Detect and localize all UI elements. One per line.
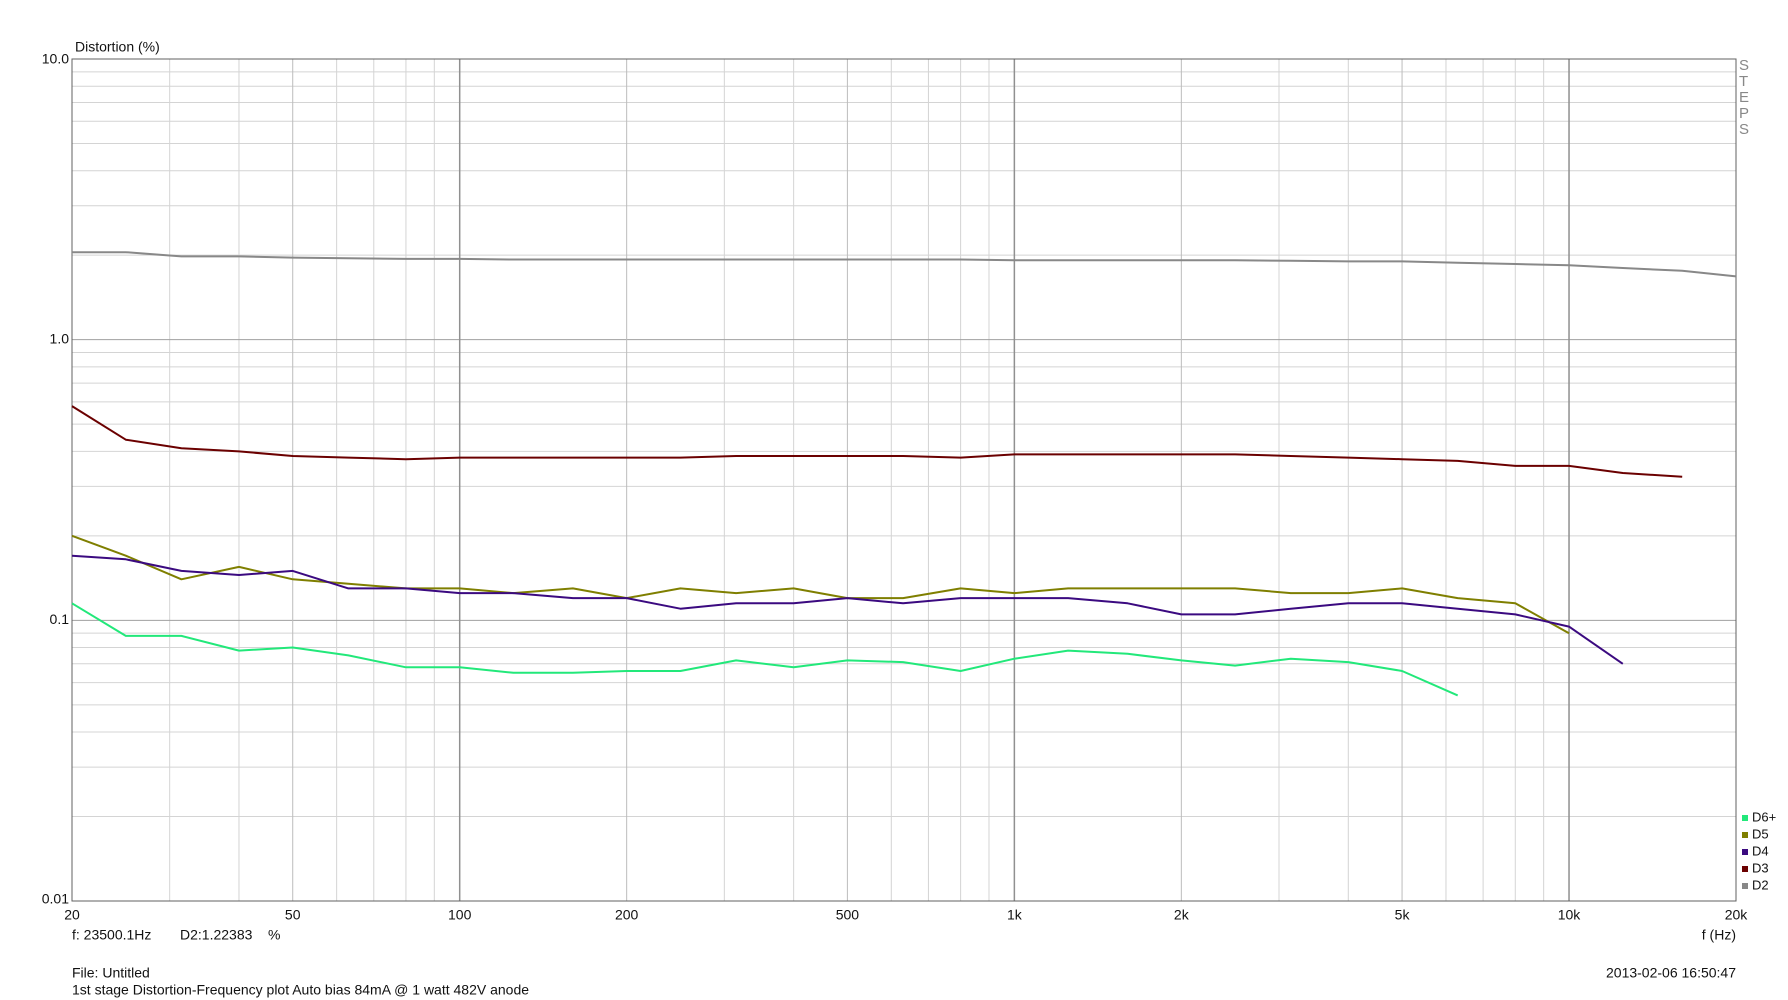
x-tick-label: 200 — [615, 907, 639, 923]
file-label: File: Untitled — [72, 965, 150, 981]
cursor-unit: % — [268, 927, 280, 943]
x-tick-label: 1k — [1007, 907, 1023, 923]
legend-label: D3 — [1752, 860, 1769, 875]
cursor-value: D2:1.22383 — [180, 927, 253, 943]
y-tick-label: 1.0 — [50, 330, 70, 346]
x-tick-label: 5k — [1395, 907, 1411, 923]
series-line — [71, 405, 1683, 478]
y-tick-label: 10.0 — [42, 51, 69, 67]
x-tick-label: 50 — [285, 907, 301, 923]
legend-label: D2 — [1752, 877, 1769, 892]
legend-swatch — [1742, 883, 1748, 889]
legend-swatch — [1742, 832, 1748, 838]
legend-swatch — [1742, 849, 1748, 855]
y-axis-label: Distortion (%) — [75, 39, 160, 55]
legend-label: D4 — [1752, 843, 1769, 858]
legend-label: D6+ — [1752, 809, 1776, 824]
cursor-frequency: f: 23500.1Hz — [72, 927, 151, 943]
legend-swatch — [1742, 815, 1748, 821]
x-tick-label: 100 — [448, 907, 472, 923]
legend-label: D5 — [1752, 826, 1769, 841]
x-tick-label: 10k — [1558, 907, 1582, 923]
x-tick-label: 500 — [836, 907, 860, 923]
series-line — [72, 251, 1737, 278]
x-tick-label: 2k — [1174, 907, 1190, 923]
description: 1st stage Distortion-Frequency plot Auto… — [72, 982, 529, 998]
timestamp: 2013-02-06 16:50:47 — [1606, 965, 1736, 981]
series-line — [71, 554, 1624, 665]
x-axis-label: f (Hz) — [1702, 927, 1736, 943]
plot-frame — [71, 58, 1737, 902]
series-line — [71, 534, 1570, 635]
x-tick-label: 20k — [1725, 907, 1749, 923]
x-tick-label: 20 — [64, 907, 80, 923]
y-tick-label: 0.1 — [50, 611, 70, 627]
y-tick-label: 0.01 — [42, 891, 69, 907]
side-label: STEPS — [1739, 57, 1750, 138]
series-line — [71, 602, 1459, 697]
legend-swatch — [1742, 866, 1748, 872]
